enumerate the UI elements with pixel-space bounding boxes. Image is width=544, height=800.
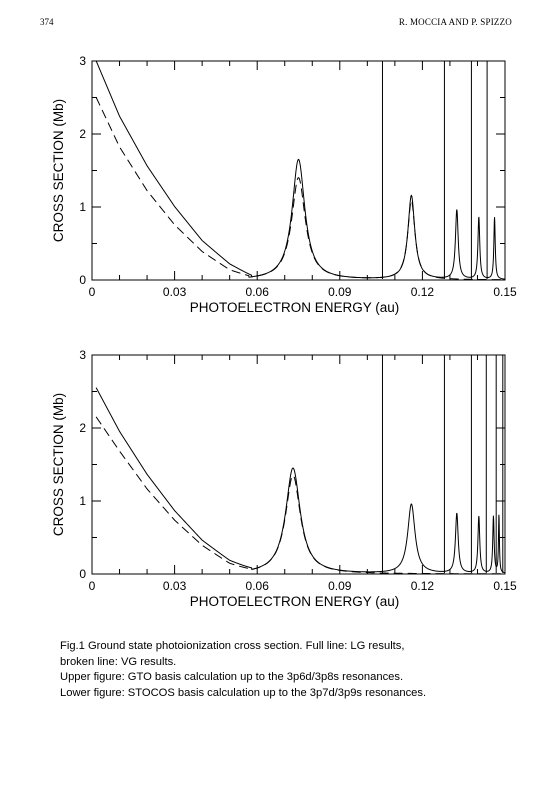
x-tick-label: 0.09 (328, 579, 352, 593)
x-tick-label: 0.03 (163, 579, 187, 593)
y-tick-label: 0 (79, 273, 86, 287)
caption-line: Fig.1 Ground state photoionization cross… (60, 640, 405, 652)
y-tick-label: 1 (79, 200, 86, 214)
caption-line: Upper figure: GTO basis calculation up t… (60, 671, 404, 683)
x-tick-label: 0.15 (493, 285, 517, 299)
y-tick-label: 2 (79, 127, 86, 141)
page-header: 374 R. MOCCIA AND P. SPIZZO (40, 17, 512, 31)
x-tick-label: 0 (89, 285, 96, 299)
y-axis-label: CROSS SECTION (Mb) (51, 99, 66, 242)
x-tick-label: 0.06 (246, 579, 270, 593)
page-number: 374 (40, 17, 54, 27)
lg-series-line (95, 61, 505, 280)
vg-series-line (95, 97, 505, 280)
y-tick-label: 1 (79, 494, 86, 508)
upper-figure: 0 0.03 0.06 0.09 0.12 0.15 0 1 2 3 PHOTOELECTRON E… (51, 54, 517, 315)
y-tick-label: 0 (79, 567, 86, 581)
x-axis-label: PHOTOELECTRON ENERGY (au) (190, 594, 400, 609)
y-axis-label: CROSS SECTION (Mb) (51, 393, 66, 536)
y-tick-label: 2 (79, 421, 86, 435)
plot-frame (91, 60, 506, 281)
caption-line: Lower figure: STOCOS basis calculation u… (60, 686, 427, 699)
x-tick-label: 0 (89, 579, 96, 593)
plot-frame (91, 354, 506, 575)
running-head: R. MOCCIA AND P. SPIZZO (398, 17, 512, 27)
x-tick-label: 0.15 (493, 579, 517, 593)
figure-caption: Fig.1 Ground state photoionization cross… (60, 639, 520, 701)
x-tick-label: 0.06 (246, 285, 270, 299)
x-tick-label: 0.03 (163, 285, 187, 299)
y-tick-label: 3 (79, 348, 86, 362)
x-tick-label: 0.12 (411, 285, 435, 299)
y-tick-label: 3 (79, 54, 86, 68)
x-axis-label: PHOTOELECTRON ENERGY (au) (190, 300, 400, 315)
vg-series-line (95, 416, 505, 574)
lower-figure: 0 0.03 0.06 0.09 0.12 0.15 0 1 2 3 PHOTOELECTRON E… (51, 348, 517, 609)
caption-line: broken line: VG results. (60, 655, 177, 668)
x-tick-label: 0.09 (328, 285, 352, 299)
lg-series-line (95, 387, 505, 574)
x-tick-label: 0.12 (411, 579, 435, 593)
